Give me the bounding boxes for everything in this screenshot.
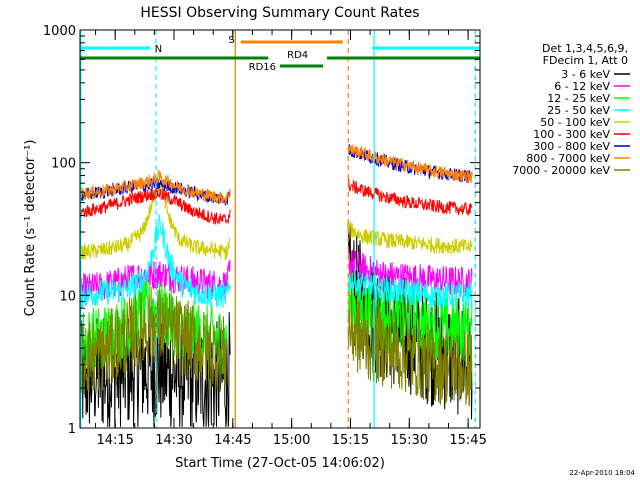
x-tick-label: 15:00 [273, 433, 310, 448]
x-tick-label: 14:15 [96, 433, 133, 448]
series-line-5-segment-2 [347, 179, 473, 216]
x-axis-label: Start Time (27-Oct-05 14:06:02) [175, 456, 385, 471]
flag-label-n: N [155, 44, 162, 55]
legend-header-line: FDecim 1, Att 0 [543, 54, 628, 67]
series-line-0-segment-1 [79, 309, 231, 427]
legend-entry-label: 25 - 50 keV [547, 104, 610, 117]
chart-title: HESSI Observing Summary Count Rates [140, 5, 419, 21]
x-tick-label: 15:15 [332, 433, 369, 448]
flag-label-rd4: RD4 [287, 50, 308, 61]
y-tick-label: 10 [59, 289, 76, 304]
x-tick-label: 15:45 [449, 433, 486, 448]
x-tick-label: 14:45 [214, 433, 251, 448]
legend-entry-label: 3 - 6 keV [561, 68, 610, 81]
y-tick-label: 1000 [43, 24, 76, 39]
series-line-7-segment-2 [347, 144, 473, 184]
x-tick-label: 14:30 [155, 433, 192, 448]
y-axis-label: Count Rate (s⁻¹ detector⁻¹) [23, 140, 38, 317]
legend-entry-label: 12 - 25 keV [547, 92, 610, 105]
legend-entry-label: 50 - 100 keV [540, 116, 610, 129]
plot-frame [79, 29, 481, 429]
y-tick-label: 1 [68, 422, 76, 437]
x-tick-label: 15:30 [391, 433, 428, 448]
flag-label-s: S [228, 35, 234, 46]
legend-entry-label: 300 - 800 keV [533, 140, 610, 153]
y-tick-label: 100 [51, 157, 76, 172]
series-line-5-segment-1 [79, 186, 231, 226]
legend-entry-label: 100 - 300 keV [533, 128, 610, 141]
footnote-timestamp: 22-Apr-2010 18:04 [569, 469, 635, 477]
series-line-3-segment-1 [79, 214, 231, 308]
series-line-8-segment-2 [347, 288, 473, 406]
series-line-7-segment-1 [79, 170, 231, 204]
legend-entry-label: 6 - 12 keV [554, 80, 610, 93]
legend-header-line: Det 1,3,4,5,6,9, [542, 42, 628, 55]
series-line-4-segment-2 [347, 221, 473, 255]
legend-entry-label: 800 - 7000 keV [526, 152, 610, 165]
flag-label-rd16: RD16 [249, 62, 276, 73]
legend-entry-label: 7000 - 20000 keV [512, 164, 610, 177]
series-line-8-segment-1 [79, 286, 228, 396]
series-line-3-segment-2 [347, 269, 473, 309]
